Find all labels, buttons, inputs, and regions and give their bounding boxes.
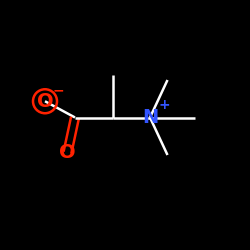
Text: −: − (53, 83, 64, 97)
Text: O: O (37, 92, 53, 111)
Text: O: O (59, 143, 76, 162)
Text: N: N (142, 108, 158, 127)
Text: +: + (159, 98, 170, 112)
